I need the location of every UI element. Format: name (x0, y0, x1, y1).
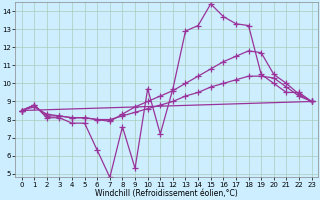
X-axis label: Windchill (Refroidissement éolien,°C): Windchill (Refroidissement éolien,°C) (95, 189, 238, 198)
